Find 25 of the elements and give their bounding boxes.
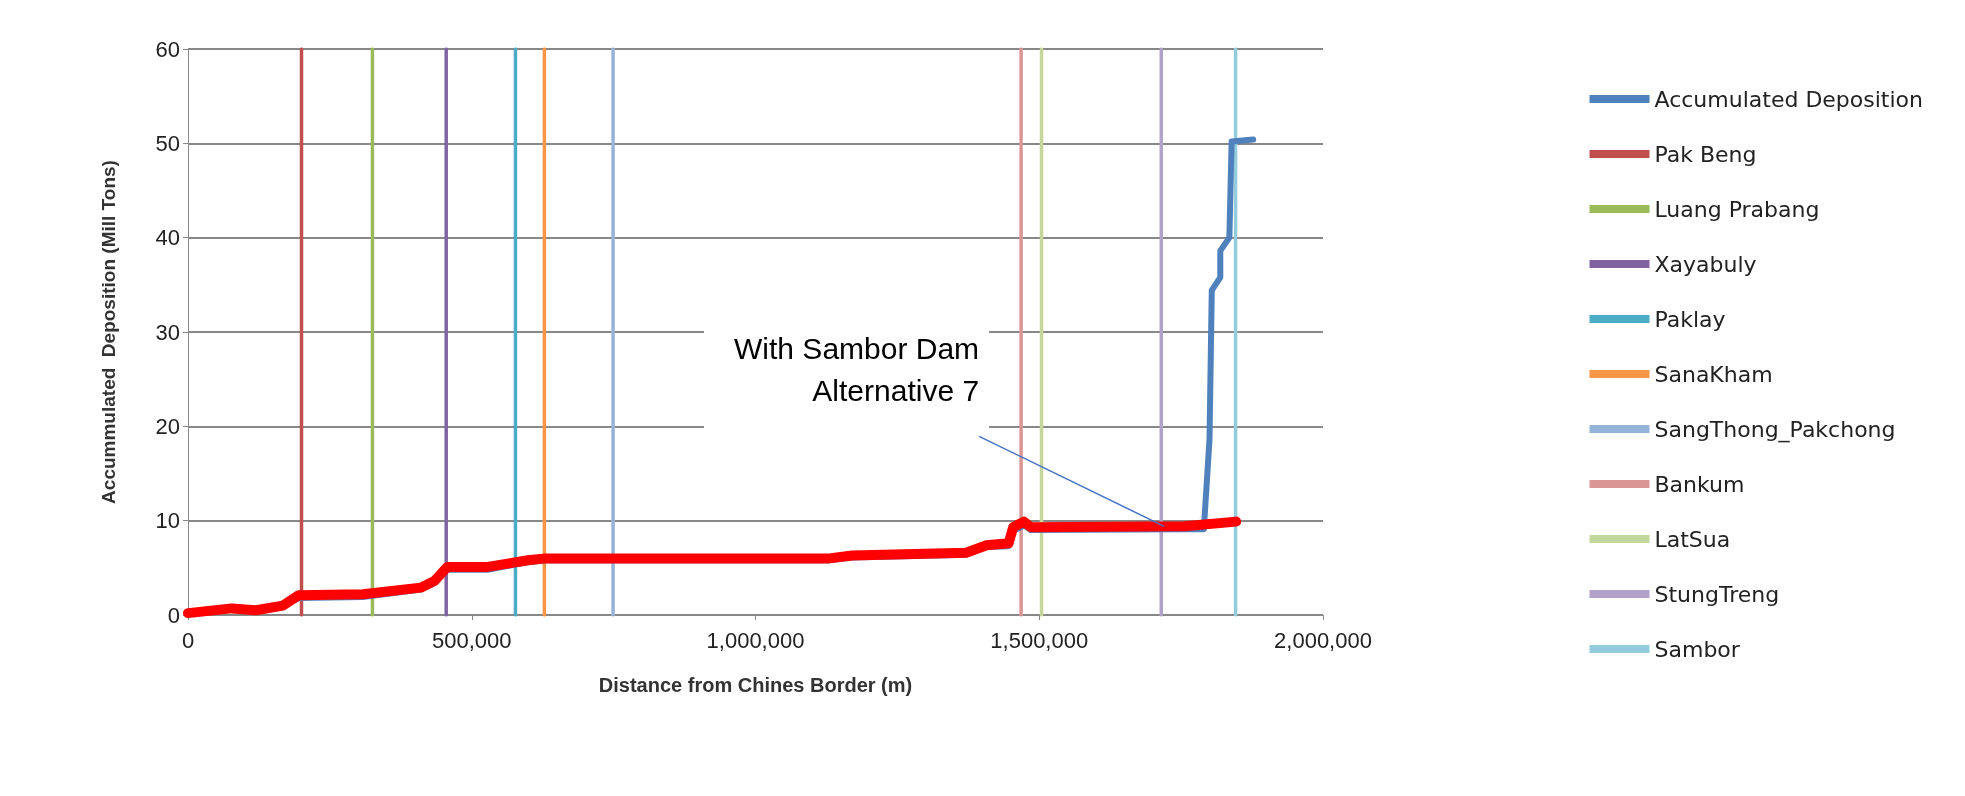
legend-label: StungTreng [1654, 581, 1780, 607]
y-tick-label: 30 [155, 319, 180, 345]
legend-label: SangThong_Pakchong [1654, 416, 1896, 443]
x-tick-label: 1,000,000 [706, 627, 805, 653]
legend-label: SanaKham [1654, 361, 1773, 387]
x-tick-label: 2,000,000 [1274, 627, 1372, 653]
legend-label: Bankum [1654, 471, 1745, 497]
annotation: With Sambor Dam Alternative 7 [734, 331, 980, 407]
legend-label: Accumulated Deposition [1654, 86, 1924, 112]
legend-label: Luang Prabang [1654, 196, 1820, 222]
legend-label: Sambor [1654, 636, 1741, 662]
y-tick-label: 60 [155, 36, 180, 62]
x-tick-label: 500,000 [431, 627, 512, 653]
legend-label: Xayabuly [1654, 251, 1757, 277]
y-tick-label: 0 [167, 602, 180, 628]
legend-label: Pak Beng [1654, 141, 1757, 167]
x-axis-title: Distance from Chines Border (m) [598, 674, 913, 696]
y-axis-title: Accummulated Deposition (Mill Tons) [98, 160, 119, 504]
legend-label: Paklay [1654, 306, 1726, 332]
y-tick-label: 50 [155, 130, 180, 156]
y-tick-label: 20 [155, 413, 180, 439]
legend-label: LatSua [1654, 526, 1731, 552]
y-tick-label: 40 [155, 225, 180, 251]
x-tick-label: 1,500,000 [990, 627, 1089, 653]
y-tick-label: 10 [155, 508, 180, 534]
